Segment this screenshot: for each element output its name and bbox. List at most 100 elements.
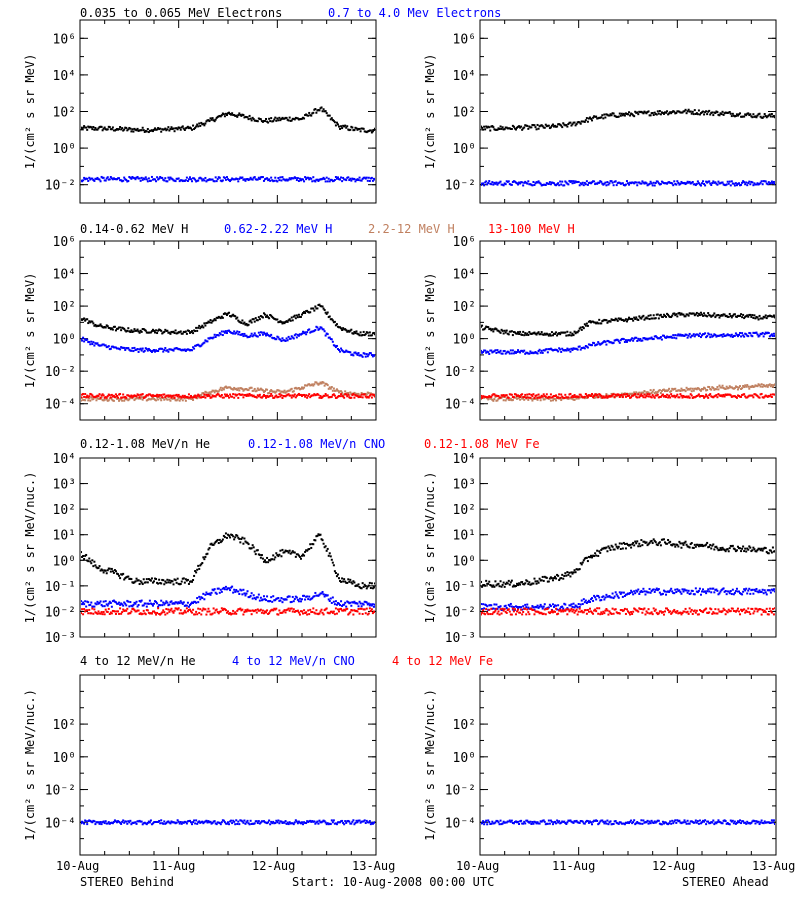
data-point <box>507 333 510 336</box>
data-point <box>272 390 275 393</box>
data-point <box>489 349 492 352</box>
data-point <box>140 176 143 179</box>
data-point <box>254 553 257 556</box>
data-point <box>328 599 331 602</box>
data-point <box>506 396 509 399</box>
data-point <box>671 387 674 390</box>
data-point <box>612 341 615 344</box>
data-point <box>510 399 513 402</box>
data-point <box>524 180 527 183</box>
data-point <box>602 319 605 322</box>
data-point <box>82 336 85 339</box>
data-point <box>665 542 668 545</box>
data-point <box>203 322 206 325</box>
data-point <box>506 582 509 585</box>
data-point <box>727 334 730 337</box>
data-point <box>182 601 185 604</box>
data-point <box>518 181 521 184</box>
data-point <box>83 398 86 401</box>
data-point <box>151 394 154 397</box>
data-point <box>762 180 765 183</box>
data-point <box>251 318 254 321</box>
data-point <box>132 130 135 133</box>
data-point <box>345 179 348 182</box>
data-point <box>676 315 679 318</box>
data-point <box>347 393 350 396</box>
data-point <box>618 318 621 321</box>
data-point <box>347 128 350 131</box>
data-point <box>283 598 286 601</box>
data-point <box>705 389 708 392</box>
data-point <box>271 390 274 393</box>
data-point <box>710 388 713 391</box>
data-point <box>742 313 745 316</box>
data-point <box>278 393 281 396</box>
data-point <box>293 334 296 337</box>
data-point <box>724 184 727 187</box>
data-point <box>771 115 774 118</box>
data-point <box>97 602 100 605</box>
data-point <box>222 607 225 610</box>
data-point <box>611 342 614 345</box>
data-point <box>302 178 305 181</box>
data-point <box>93 324 96 327</box>
data-point <box>160 347 163 350</box>
data-point <box>162 393 165 396</box>
data-point <box>310 394 313 397</box>
data-point <box>241 393 244 396</box>
data-point <box>192 602 195 605</box>
data-point <box>601 342 604 345</box>
data-point <box>558 579 561 582</box>
data-point <box>150 350 153 353</box>
data-point <box>553 394 555 397</box>
data-point <box>261 609 264 612</box>
data-point <box>558 393 561 396</box>
data-point <box>106 345 109 348</box>
data-point <box>186 179 189 182</box>
data-point <box>654 391 657 394</box>
data-point <box>757 383 760 386</box>
data-point <box>286 393 289 396</box>
data-point <box>561 347 564 350</box>
data-point <box>720 181 723 184</box>
data-point <box>128 348 131 351</box>
data-point <box>619 182 622 185</box>
data-point <box>187 348 190 351</box>
data-point <box>725 314 728 317</box>
data-point <box>487 181 490 184</box>
data-point <box>270 596 273 599</box>
data-point <box>502 128 505 131</box>
data-point <box>340 125 343 128</box>
data-point <box>346 392 349 395</box>
data-point <box>609 395 612 398</box>
data-point <box>187 127 190 130</box>
data-point <box>350 179 353 182</box>
data-point <box>281 611 284 614</box>
data-point <box>217 542 220 545</box>
data-point <box>602 183 605 186</box>
data-point <box>630 112 633 115</box>
data-point <box>258 609 261 612</box>
data-point <box>342 176 345 179</box>
data-point <box>742 384 745 387</box>
data-point <box>617 181 620 184</box>
data-point <box>280 390 283 393</box>
data-point <box>483 125 486 128</box>
data-point <box>99 600 102 603</box>
data-point <box>171 128 174 131</box>
data-point <box>87 341 90 344</box>
data-point <box>511 349 514 352</box>
data-point <box>159 394 162 397</box>
data-point <box>615 545 618 548</box>
data-point <box>336 176 339 179</box>
data-point <box>609 320 612 323</box>
data-point <box>254 609 257 612</box>
data-point <box>272 316 275 319</box>
data-point <box>496 329 499 332</box>
data-point <box>182 611 185 614</box>
data-point <box>373 603 375 606</box>
data-point <box>287 607 290 610</box>
data-point <box>210 178 213 181</box>
data-point <box>373 582 375 585</box>
